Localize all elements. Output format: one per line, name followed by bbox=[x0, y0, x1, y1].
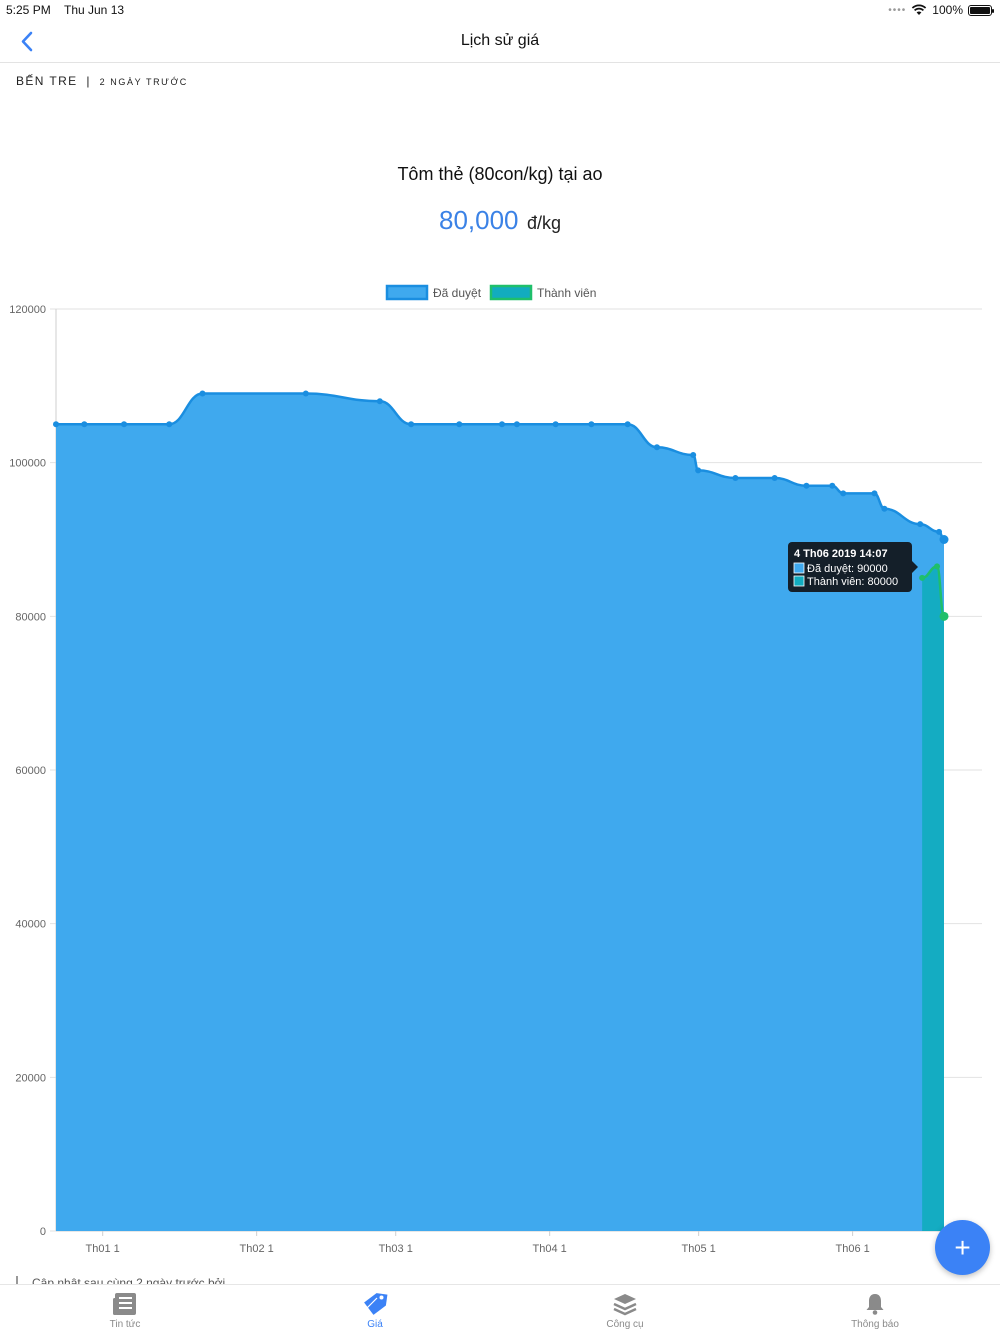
price-unit: đ/kg bbox=[526, 213, 561, 233]
legend-swatch[interactable] bbox=[385, 284, 429, 301]
status-bar: 5:25 PM Thu Jun 13 •••• 100% bbox=[0, 0, 1000, 20]
data-point[interactable] bbox=[881, 505, 888, 512]
layers-icon bbox=[611, 1291, 639, 1317]
y-tick-label: 100000 bbox=[9, 458, 46, 470]
plus-icon: + bbox=[954, 1231, 971, 1263]
data-point[interactable] bbox=[166, 421, 173, 428]
data-point[interactable] bbox=[408, 421, 415, 428]
data-point[interactable] bbox=[456, 421, 463, 428]
data-point[interactable] bbox=[121, 421, 128, 428]
location-line: Bến Tre | 2 ngày trước bbox=[16, 74, 188, 88]
product-title: Tôm thẻ (80con/kg) tại ao bbox=[397, 164, 603, 184]
data-point[interactable] bbox=[732, 475, 739, 482]
data-point[interactable] bbox=[653, 444, 660, 451]
data-point[interactable] bbox=[376, 398, 383, 405]
back-button[interactable] bbox=[14, 28, 42, 56]
chevron-left-icon bbox=[21, 31, 33, 52]
data-point[interactable] bbox=[513, 421, 520, 428]
data-point[interactable] bbox=[588, 421, 595, 428]
y-tick-label: 40000 bbox=[15, 919, 46, 931]
x-tick-label: Th01 1 bbox=[86, 1243, 120, 1255]
tab-notifications[interactable]: Thông báo bbox=[750, 1285, 1000, 1334]
data-point[interactable] bbox=[53, 421, 59, 428]
series-area-da-duyet bbox=[56, 393, 944, 1231]
tab-price-label: Giá bbox=[367, 1319, 383, 1330]
status-time: 5:25 PM bbox=[6, 3, 51, 17]
tab-price[interactable]: Giá bbox=[250, 1285, 500, 1334]
bell-icon bbox=[861, 1291, 889, 1317]
x-tick-label: Th03 1 bbox=[379, 1243, 413, 1255]
status-right: •••• 100% bbox=[888, 3, 994, 17]
tab-notifications-label: Thông báo bbox=[851, 1319, 899, 1330]
data-point[interactable] bbox=[498, 421, 505, 428]
tab-news-label: Tin tức bbox=[109, 1319, 141, 1330]
tooltip-line: Đã duyệt: 90000 bbox=[807, 563, 888, 575]
add-price-button[interactable]: + bbox=[935, 1220, 990, 1275]
tab-bar: Tin tức Giá Công cụ Thông bbox=[0, 1284, 1000, 1334]
multitask-dots-icon: •••• bbox=[888, 4, 907, 16]
data-point[interactable] bbox=[803, 482, 810, 489]
y-tick-label: 0 bbox=[40, 1226, 46, 1238]
battery-icon bbox=[968, 4, 994, 16]
x-tick-label: Th02 1 bbox=[240, 1243, 274, 1255]
battery-percent: 100% bbox=[932, 3, 963, 17]
tooltip-box bbox=[788, 542, 912, 592]
data-point[interactable] bbox=[939, 611, 949, 621]
tooltip-swatch bbox=[793, 562, 805, 574]
updated-ago: 2 ngày trước bbox=[99, 77, 188, 87]
data-point[interactable] bbox=[552, 421, 559, 428]
y-tick-label: 60000 bbox=[15, 765, 46, 777]
y-tick-label: 120000 bbox=[9, 304, 46, 316]
data-point[interactable] bbox=[936, 528, 943, 535]
status-date: Thu Jun 13 bbox=[64, 3, 125, 17]
tab-news[interactable]: Tin tức bbox=[0, 1285, 250, 1334]
data-point[interactable] bbox=[829, 482, 836, 489]
price-history-chart[interactable]: 0 20000 40000 60000 80000 100000 120000 Th01 1 T… bbox=[0, 278, 1000, 1268]
page-title: Lịch sử giá bbox=[460, 32, 540, 49]
tooltip-swatch bbox=[793, 575, 805, 587]
tab-tools[interactable]: Công cụ bbox=[500, 1285, 750, 1334]
current-price: 80,000 bbox=[438, 205, 519, 235]
series-line-da-duyet bbox=[56, 392, 945, 541]
tooltip-title: 4 Th06 2019 14:07 bbox=[794, 548, 888, 560]
tab-tools-label: Công cụ bbox=[606, 1319, 644, 1330]
price-tag-icon bbox=[361, 1291, 389, 1317]
data-point[interactable] bbox=[917, 521, 924, 528]
data-point[interactable] bbox=[302, 390, 309, 397]
data-point[interactable] bbox=[199, 390, 206, 397]
data-point[interactable] bbox=[939, 535, 949, 544]
legend-swatch[interactable] bbox=[489, 284, 533, 301]
data-point[interactable] bbox=[934, 563, 941, 570]
separator: | bbox=[86, 74, 91, 88]
x-tick-label: Th04 1 bbox=[533, 1243, 567, 1255]
y-tick-label: 80000 bbox=[15, 611, 46, 623]
x-tick-label: Th06 1 bbox=[835, 1243, 869, 1255]
y-tick-label: 20000 bbox=[15, 1072, 46, 1084]
wifi-icon bbox=[912, 4, 927, 15]
series-area-thanh-vien bbox=[922, 566, 944, 1231]
navigation-bar: Lịch sử giá bbox=[0, 20, 1000, 63]
data-point[interactable] bbox=[81, 421, 88, 428]
price-line: 80,000 đ/kg bbox=[0, 205, 1000, 236]
data-point[interactable] bbox=[840, 490, 847, 497]
data-point[interactable] bbox=[919, 574, 926, 581]
region-name: Bến Tre bbox=[16, 74, 78, 88]
newspaper-icon bbox=[111, 1291, 139, 1317]
x-tick-label: Th05 1 bbox=[682, 1243, 716, 1255]
update-note: Cập nhật sau cùng 2 ngày trước bởi bbox=[16, 1276, 225, 1284]
legend-label: Đã duyệt bbox=[433, 286, 482, 300]
tooltip-caret bbox=[912, 561, 918, 573]
data-point[interactable] bbox=[771, 475, 778, 482]
data-point[interactable] bbox=[871, 490, 878, 497]
data-point[interactable] bbox=[690, 451, 697, 458]
legend-label: Thành viên bbox=[537, 286, 596, 300]
data-point[interactable] bbox=[695, 467, 702, 474]
tooltip-line: Thành viên: 80000 bbox=[807, 576, 898, 588]
data-point[interactable] bbox=[624, 421, 631, 428]
